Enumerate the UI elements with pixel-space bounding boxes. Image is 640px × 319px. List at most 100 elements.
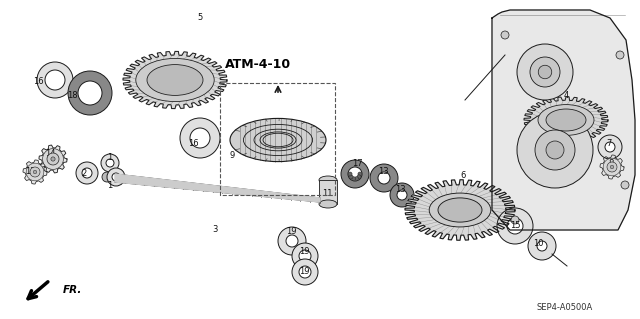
Circle shape	[397, 190, 407, 200]
Text: FR.: FR.	[63, 285, 83, 295]
Polygon shape	[23, 160, 47, 184]
Text: 3: 3	[212, 226, 218, 234]
Text: 13: 13	[378, 167, 388, 176]
Circle shape	[378, 172, 390, 184]
Circle shape	[26, 163, 44, 181]
Circle shape	[341, 160, 369, 188]
Circle shape	[190, 128, 210, 148]
Text: 8: 8	[608, 159, 614, 167]
Circle shape	[348, 167, 362, 181]
Circle shape	[68, 71, 112, 115]
Text: 16: 16	[188, 138, 198, 147]
Ellipse shape	[319, 176, 337, 184]
Circle shape	[607, 162, 617, 172]
Circle shape	[348, 172, 352, 176]
Polygon shape	[405, 180, 515, 240]
Text: 14: 14	[45, 149, 55, 158]
Circle shape	[33, 170, 36, 174]
Text: 13: 13	[395, 186, 405, 195]
Ellipse shape	[147, 65, 203, 95]
Text: 17: 17	[352, 159, 362, 167]
Polygon shape	[115, 174, 320, 202]
Text: 4: 4	[563, 92, 568, 100]
Text: 19: 19	[299, 248, 309, 256]
Text: 5: 5	[197, 13, 203, 23]
Text: 18: 18	[67, 91, 77, 100]
Circle shape	[102, 172, 112, 182]
Circle shape	[390, 183, 414, 207]
Circle shape	[180, 118, 220, 158]
Text: SEP4-A0500A: SEP4-A0500A	[537, 303, 593, 313]
Ellipse shape	[136, 58, 214, 101]
Text: 2: 2	[81, 168, 86, 177]
Circle shape	[357, 175, 361, 179]
Circle shape	[370, 164, 398, 192]
Circle shape	[349, 175, 353, 179]
Circle shape	[76, 162, 98, 184]
Circle shape	[603, 158, 621, 176]
Circle shape	[106, 159, 114, 167]
Polygon shape	[524, 97, 608, 143]
Circle shape	[605, 142, 615, 152]
Polygon shape	[39, 145, 67, 173]
Ellipse shape	[429, 193, 491, 227]
Text: ATM-4-10: ATM-4-10	[225, 58, 291, 71]
Text: 16: 16	[33, 78, 44, 86]
Circle shape	[45, 70, 65, 90]
Text: 19: 19	[299, 266, 309, 276]
Circle shape	[43, 149, 63, 169]
Circle shape	[51, 157, 55, 161]
Circle shape	[299, 266, 311, 278]
Circle shape	[517, 112, 593, 188]
Circle shape	[537, 241, 547, 251]
Polygon shape	[492, 10, 635, 230]
Ellipse shape	[538, 105, 594, 135]
Text: 9: 9	[229, 151, 235, 160]
Circle shape	[546, 141, 564, 159]
Text: 6: 6	[460, 172, 466, 181]
Circle shape	[292, 259, 318, 285]
Circle shape	[598, 135, 622, 159]
Circle shape	[616, 51, 624, 59]
Circle shape	[101, 154, 119, 172]
Circle shape	[501, 31, 509, 39]
Circle shape	[292, 243, 318, 269]
Circle shape	[517, 44, 573, 100]
Circle shape	[511, 216, 519, 224]
Circle shape	[299, 250, 311, 262]
Circle shape	[530, 57, 560, 87]
Circle shape	[107, 168, 125, 186]
Circle shape	[497, 208, 533, 244]
Circle shape	[351, 177, 355, 181]
Ellipse shape	[546, 109, 586, 131]
Ellipse shape	[319, 200, 337, 208]
Text: 19: 19	[285, 226, 296, 235]
Text: 10: 10	[532, 240, 543, 249]
Circle shape	[78, 81, 102, 105]
Circle shape	[286, 235, 298, 247]
Polygon shape	[123, 51, 227, 108]
Circle shape	[528, 232, 556, 260]
Circle shape	[507, 218, 523, 234]
Circle shape	[535, 130, 575, 170]
Text: 1: 1	[108, 181, 113, 189]
Text: 7: 7	[606, 138, 612, 147]
Ellipse shape	[230, 118, 326, 162]
Circle shape	[30, 167, 40, 177]
Circle shape	[358, 172, 362, 176]
Circle shape	[47, 153, 59, 165]
Circle shape	[37, 62, 73, 98]
Ellipse shape	[438, 198, 482, 222]
Bar	[220, 83, 335, 195]
Circle shape	[355, 177, 358, 181]
Circle shape	[112, 173, 120, 181]
Circle shape	[278, 227, 306, 255]
Circle shape	[611, 165, 614, 169]
Text: 11: 11	[322, 189, 332, 197]
Text: 1: 1	[108, 152, 113, 161]
Circle shape	[621, 181, 629, 189]
Bar	[319, 180, 337, 204]
Circle shape	[538, 65, 552, 79]
Circle shape	[82, 168, 92, 178]
Text: 12: 12	[25, 167, 35, 176]
